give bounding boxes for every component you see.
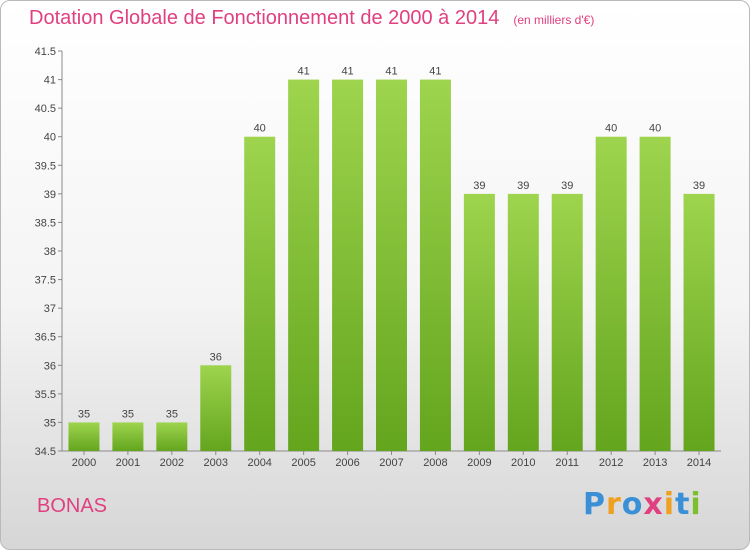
- logo-letter: r: [606, 487, 622, 522]
- x-tick-label: 2001: [116, 457, 140, 469]
- bar-value-label: 39: [473, 180, 485, 192]
- x-tick-label: 2013: [643, 457, 667, 469]
- bar-value-label: 39: [561, 180, 573, 192]
- x-tick-label: 2010: [511, 457, 535, 469]
- y-tick-label: 40.5: [35, 103, 56, 115]
- bar-value-label: 41: [385, 66, 397, 78]
- logo-letter: x: [643, 487, 664, 522]
- logo-letter: P: [583, 487, 606, 522]
- y-tick-label: 35: [44, 417, 56, 429]
- y-tick-label: 38: [44, 246, 56, 258]
- x-tick-label: 2000: [72, 457, 96, 469]
- logo-letter: i: [690, 487, 702, 522]
- x-tick-label: 2007: [379, 457, 403, 469]
- bar-value-label: 35: [166, 408, 178, 420]
- x-tick-label: 2009: [467, 457, 491, 469]
- logo-letter: i: [663, 487, 676, 522]
- bar: [332, 79, 364, 452]
- x-tick-label: 2002: [160, 457, 184, 469]
- chart-unit: (en milliers d'€): [513, 13, 595, 27]
- bar-value-label: 39: [693, 180, 705, 192]
- bar-value-label: 40: [605, 123, 617, 135]
- logo-letter: t: [675, 487, 691, 522]
- y-tick-label: 39: [44, 189, 56, 201]
- bar-value-label: 41: [429, 66, 441, 78]
- x-tick-label: 2014: [687, 457, 711, 469]
- y-tick-label: 35.5: [35, 389, 56, 401]
- x-tick-label: 2003: [204, 457, 228, 469]
- bar: [112, 422, 144, 451]
- x-tick-label: 2012: [599, 457, 623, 469]
- y-tick-label: 41.5: [35, 46, 56, 58]
- bar-value-label: 39: [517, 180, 529, 192]
- x-tick-label: 2006: [335, 457, 359, 469]
- bar: [507, 193, 539, 451]
- bar-value-label: 40: [649, 123, 661, 135]
- logo-letter: o: [621, 487, 644, 522]
- bar: [288, 79, 320, 452]
- bar: [683, 193, 715, 451]
- y-tick-label: 40: [44, 132, 56, 144]
- bar: [595, 136, 627, 451]
- bar-value-label: 35: [122, 408, 134, 420]
- bar: [376, 79, 407, 452]
- bar: [551, 193, 583, 451]
- bar: [68, 422, 100, 451]
- bar: [463, 193, 495, 451]
- bar-value-label: 35: [78, 408, 90, 420]
- y-tick-label: 36: [44, 360, 56, 372]
- bar: [419, 79, 451, 452]
- chart-title-text: Dotation Globale de Fonctionnement de 20…: [29, 7, 500, 29]
- bar: [639, 136, 671, 451]
- proxiti-logo: Proxiti: [583, 487, 702, 522]
- y-tick-label: 34.5: [35, 446, 56, 458]
- bar: [200, 365, 232, 451]
- y-tick-label: 38.5: [35, 217, 56, 229]
- y-tick-label: 36.5: [35, 332, 56, 344]
- chart-title: Dotation Globale de Fonctionnement de 20…: [29, 7, 594, 30]
- y-tick-label: 37.5: [35, 275, 56, 287]
- x-tick-label: 2011: [555, 457, 579, 469]
- bar: [244, 136, 276, 451]
- x-tick-label: 2005: [291, 457, 315, 469]
- bar-value-label: 36: [210, 351, 222, 363]
- bar-value-label: 41: [298, 66, 310, 78]
- x-tick-label: 2008: [423, 457, 447, 469]
- bar-value-label: 40: [254, 123, 266, 135]
- place-name: BONAS: [37, 495, 108, 517]
- bar-value-label: 41: [341, 66, 353, 78]
- x-tick-label: 2004: [247, 457, 271, 469]
- y-tick-label: 39.5: [35, 160, 56, 172]
- y-tick-label: 37: [44, 303, 56, 315]
- bar: [156, 422, 188, 451]
- y-tick-label: 41: [44, 75, 56, 87]
